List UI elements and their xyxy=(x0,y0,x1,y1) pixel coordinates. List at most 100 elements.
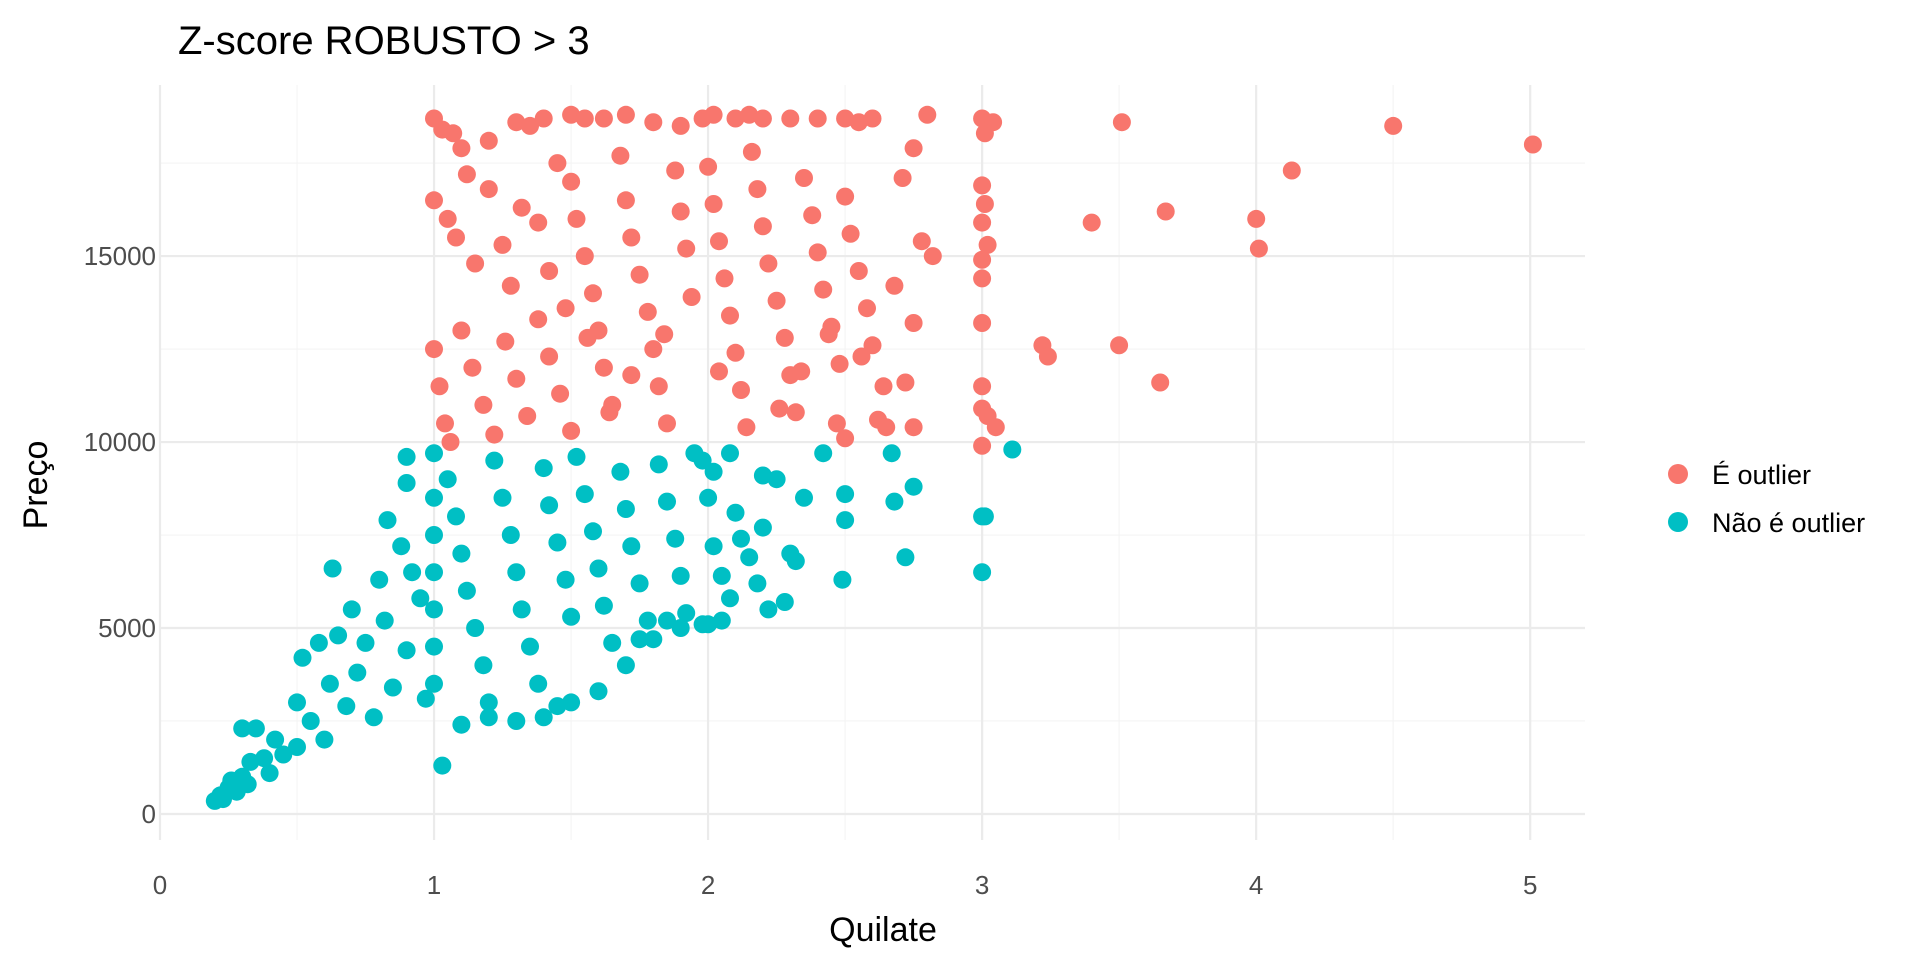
data-point xyxy=(616,191,635,210)
data-point xyxy=(630,265,649,284)
data-point xyxy=(575,247,594,266)
data-point xyxy=(759,254,778,273)
data-point xyxy=(556,299,575,318)
data-point xyxy=(671,566,690,585)
data-point xyxy=(1249,239,1268,258)
data-point xyxy=(274,745,293,764)
data-point xyxy=(438,470,457,489)
data-point xyxy=(786,403,805,422)
data-point xyxy=(841,224,860,243)
data-point xyxy=(753,109,772,128)
data-point xyxy=(737,418,756,437)
data-point xyxy=(425,674,443,693)
data-point xyxy=(732,381,750,399)
data-point xyxy=(767,291,786,310)
data-point xyxy=(600,403,619,422)
data-point xyxy=(540,347,559,366)
data-point xyxy=(699,488,718,507)
legend-label-outlier: É outlier xyxy=(1712,460,1811,490)
x-tick-label: 2 xyxy=(701,870,715,900)
data-point xyxy=(775,328,794,347)
data-point xyxy=(616,656,635,675)
y-tick-label: 5000 xyxy=(98,613,156,643)
data-point xyxy=(770,399,789,418)
data-point xyxy=(753,518,772,537)
legend: É outlier Não é outlier xyxy=(1668,460,1865,538)
data-point xyxy=(975,507,994,526)
data-point xyxy=(562,172,581,191)
data-point xyxy=(556,570,575,589)
data-point xyxy=(1112,113,1131,132)
data-point xyxy=(521,116,539,135)
data-point xyxy=(658,414,676,433)
data-point xyxy=(589,559,608,578)
data-point xyxy=(655,325,674,344)
data-point xyxy=(666,529,685,548)
data-point xyxy=(496,332,515,351)
data-point xyxy=(383,678,402,697)
data-point xyxy=(260,764,279,783)
data-point xyxy=(973,377,992,396)
x-tick-label: 5 xyxy=(1523,870,1537,900)
data-point xyxy=(411,589,430,608)
data-point xyxy=(748,180,767,199)
data-point xyxy=(425,637,443,656)
data-point xyxy=(562,421,581,440)
data-point xyxy=(594,109,613,128)
data-point xyxy=(814,444,833,463)
data-point xyxy=(534,109,553,128)
data-point xyxy=(425,488,443,507)
data-point xyxy=(658,492,676,511)
data-point xyxy=(436,414,454,433)
data-point xyxy=(479,131,498,150)
data-point xyxy=(397,474,416,492)
y-axis-title: Preço xyxy=(17,441,55,530)
data-point xyxy=(485,451,504,470)
data-point xyxy=(315,730,334,749)
x-tick-label: 1 xyxy=(427,870,441,900)
data-point xyxy=(715,269,734,288)
data-point xyxy=(501,276,520,295)
data-point xyxy=(1384,116,1403,135)
data-point xyxy=(986,418,1005,437)
data-point xyxy=(529,674,548,693)
data-point xyxy=(501,526,520,544)
data-point xyxy=(548,697,567,716)
data-point xyxy=(403,563,422,582)
data-point xyxy=(704,537,723,556)
data-point xyxy=(644,630,663,649)
data-point xyxy=(441,433,460,451)
data-point xyxy=(425,600,443,619)
data-point xyxy=(712,566,731,585)
data-point xyxy=(1082,213,1101,232)
data-point xyxy=(978,235,997,254)
data-point xyxy=(1110,336,1129,355)
data-point xyxy=(589,682,608,701)
data-point xyxy=(742,142,761,161)
series-not-outlier xyxy=(205,440,1022,810)
data-point xyxy=(852,347,871,366)
data-point xyxy=(562,607,581,626)
data-point xyxy=(1247,209,1266,228)
data-point xyxy=(699,615,718,634)
data-point xyxy=(904,477,923,496)
data-point xyxy=(885,276,904,295)
data-point xyxy=(425,563,443,582)
data-point xyxy=(1523,135,1542,154)
data-point xyxy=(721,444,739,463)
data-point xyxy=(567,209,586,228)
data-point xyxy=(241,752,260,771)
data-point xyxy=(1038,347,1057,366)
data-point xyxy=(233,719,252,738)
tick-labels: 0 1 2 3 4 5 0 5000 10000 15000 xyxy=(84,241,1538,900)
data-point xyxy=(266,730,285,749)
data-point xyxy=(238,775,257,794)
data-point xyxy=(973,436,992,455)
data-point xyxy=(836,109,855,128)
data-point xyxy=(457,581,476,600)
data-point xyxy=(863,109,882,128)
x-axis-title: Quilate xyxy=(829,911,937,949)
data-point xyxy=(438,209,457,228)
data-point xyxy=(819,325,838,344)
data-point xyxy=(474,656,493,675)
